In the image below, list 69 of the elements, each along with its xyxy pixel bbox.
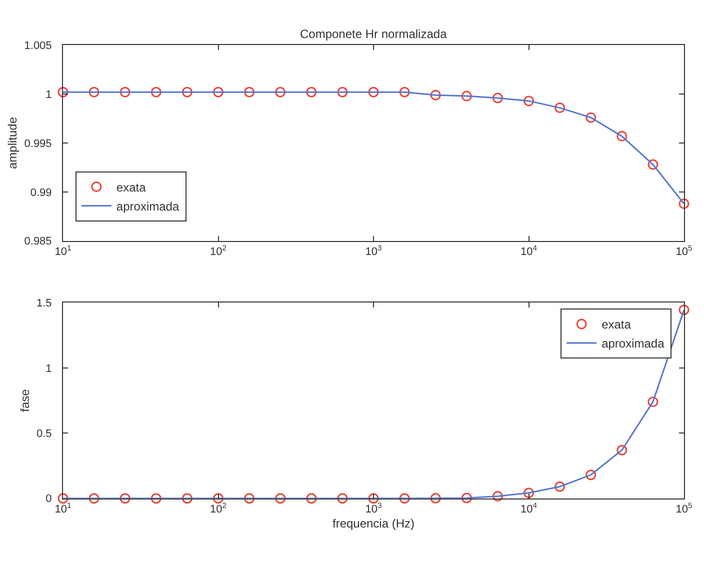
y-axis-title: fase	[18, 388, 32, 412]
point	[492, 491, 503, 502]
y-tick-label: 1	[46, 362, 52, 375]
point	[182, 493, 192, 504]
point	[586, 112, 596, 123]
point	[554, 102, 566, 114]
point	[524, 96, 534, 106]
legend-label: aproximada	[602, 336, 665, 351]
point	[213, 86, 224, 98]
y-tick-label: 0.995	[24, 138, 52, 150]
point	[368, 493, 379, 504]
point	[244, 86, 255, 98]
point	[88, 493, 100, 504]
point	[244, 493, 255, 504]
point	[58, 86, 68, 98]
x-tick-label: 10$^{5}$	[676, 243, 692, 258]
point	[586, 470, 596, 480]
y-tick-label: 1.005	[24, 40, 52, 52]
point	[616, 130, 628, 142]
point	[368, 86, 379, 98]
legend-label: exata	[602, 318, 632, 332]
x-tick-label: 10$^{1}$	[54, 243, 72, 258]
point	[648, 159, 658, 170]
x-tick-label: 10$^{2}$	[210, 243, 227, 258]
y-axis-title: amplitude	[6, 116, 20, 170]
point	[616, 444, 628, 456]
point	[524, 488, 534, 498]
point	[399, 493, 410, 504]
x-tick-label: 10$^{2}$	[210, 500, 227, 516]
point	[461, 90, 472, 102]
point	[275, 493, 286, 504]
point	[58, 493, 68, 504]
x-tick-label: 10$^{4}$	[520, 243, 538, 258]
point	[150, 86, 162, 98]
point	[430, 90, 441, 100]
legend-label: aproximada	[116, 199, 180, 214]
point	[120, 86, 130, 98]
point	[678, 304, 690, 316]
point	[337, 493, 348, 504]
point	[337, 86, 348, 98]
point	[150, 493, 162, 504]
chart-title: Componete Hr normalizada	[300, 27, 448, 41]
y-tick-label: 0.5	[36, 428, 52, 440]
x-tick-label: 10$^{1}$	[54, 500, 72, 516]
y-tick-label: 0.985	[24, 236, 52, 248]
point	[182, 86, 192, 98]
x-tick-label: 10$^{3}$	[365, 243, 382, 258]
x-tick-label: 10$^{3}$	[365, 500, 382, 516]
y-tick-label: 0.99	[30, 186, 52, 199]
x-tick-label: 10$^{5}$	[676, 500, 692, 516]
point	[306, 493, 317, 504]
point	[461, 492, 472, 504]
point	[492, 92, 503, 104]
point	[430, 492, 441, 504]
legend-label: exata	[116, 180, 146, 194]
x-tick-label: 10$^{4}$	[520, 500, 538, 516]
point	[306, 86, 317, 98]
y-tick-label: 1.5	[36, 298, 52, 310]
point	[213, 493, 224, 504]
point	[678, 198, 690, 209]
point	[399, 86, 410, 98]
x-axis-title: frequencia (Hz)	[332, 516, 415, 530]
point	[554, 481, 566, 492]
point	[275, 86, 286, 98]
point	[648, 396, 658, 408]
y-tick-label: 0	[46, 493, 52, 506]
y-tick-label: 1	[46, 88, 52, 101]
point	[88, 86, 100, 98]
point	[120, 493, 130, 504]
